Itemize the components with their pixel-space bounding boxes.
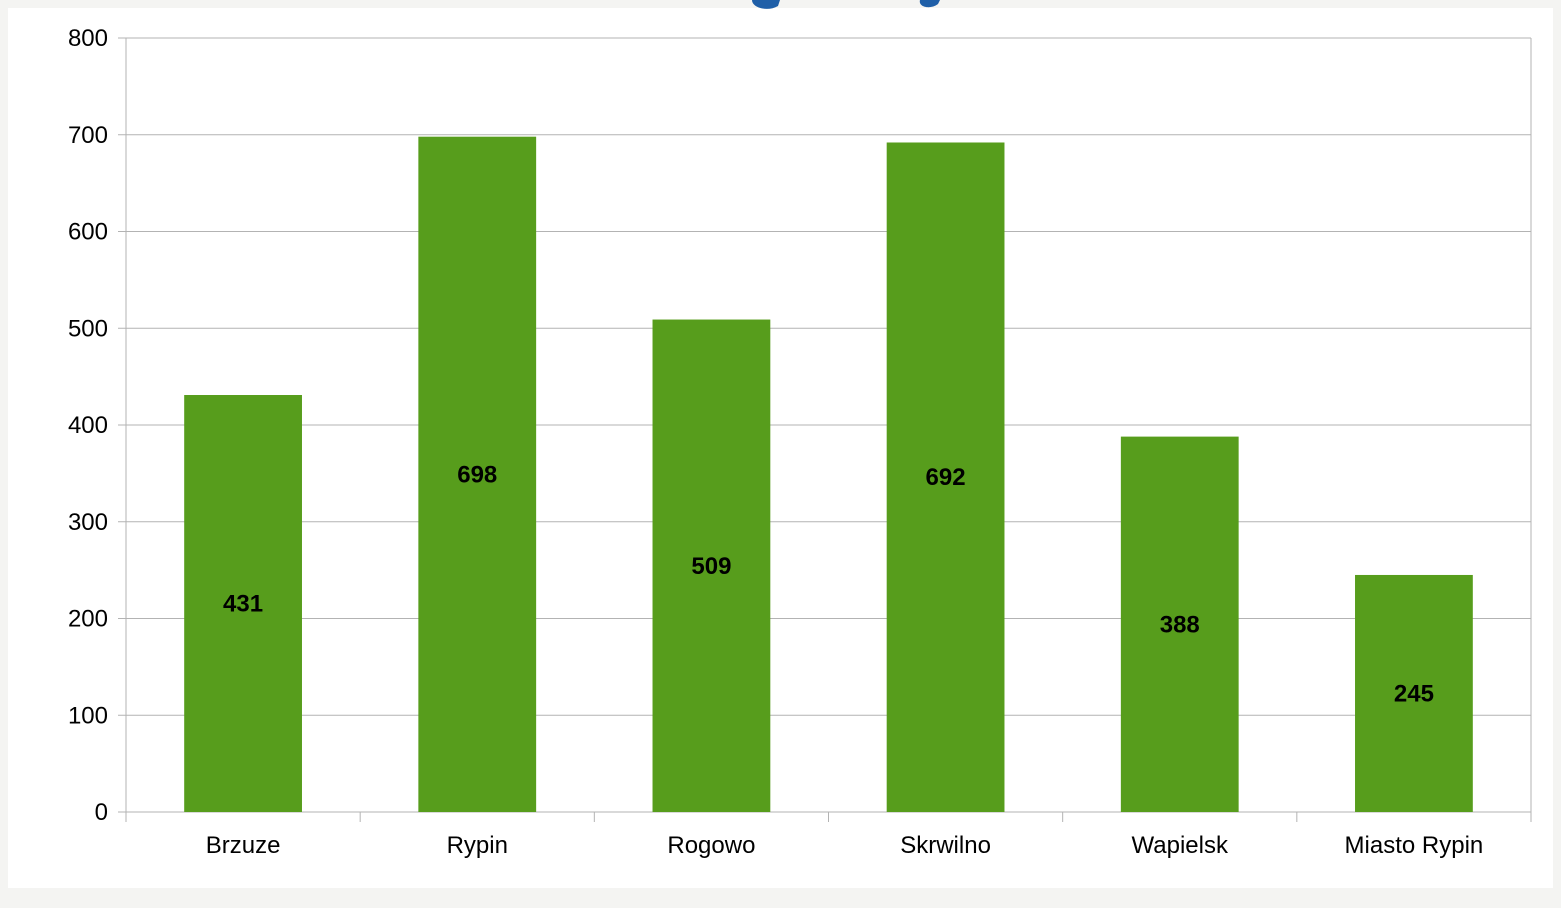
x-category-label: Wapielsk xyxy=(1132,832,1229,859)
data-label: 245 xyxy=(1394,680,1434,707)
bars xyxy=(184,136,1473,813)
data-label: 692 xyxy=(926,464,966,491)
bar xyxy=(652,319,771,812)
bar xyxy=(1120,436,1239,812)
title-descender-mark xyxy=(919,0,940,8)
bar xyxy=(886,142,1005,813)
y-tick-label: 500 xyxy=(68,315,108,342)
x-category-label: Rypin xyxy=(447,832,508,859)
y-tick-label: 200 xyxy=(68,606,108,633)
data-label: 388 xyxy=(1160,611,1200,638)
y-tick-label: 400 xyxy=(68,412,108,439)
chart-title-fragment xyxy=(752,0,940,9)
x-category-label: Rogowo xyxy=(667,832,755,859)
axes xyxy=(118,37,1532,822)
data-label: 431 xyxy=(223,591,263,618)
y-tick-label: 0 xyxy=(95,799,108,826)
x-category-label: Miasto Rypin xyxy=(1345,832,1484,859)
data-label: 698 xyxy=(457,461,497,488)
y-tick-label: 300 xyxy=(68,509,108,536)
bar xyxy=(184,395,302,812)
title-descender-mark xyxy=(752,0,780,9)
x-category-label: Skrwilno xyxy=(900,832,991,859)
x-category-label: Brzuze xyxy=(206,832,281,859)
y-tick-label: 600 xyxy=(68,219,108,246)
data-label: 509 xyxy=(691,553,731,580)
y-tick-label: 700 xyxy=(68,122,108,149)
gridlines xyxy=(126,37,1531,813)
bar xyxy=(418,136,537,812)
bar xyxy=(1355,574,1473,812)
y-tick-label: 800 xyxy=(68,25,108,52)
y-tick-label: 100 xyxy=(68,702,108,729)
labels: 0 100 200 300 400 500 600 700 800 431 Brzuze 698 Ryp… xyxy=(68,25,1483,859)
